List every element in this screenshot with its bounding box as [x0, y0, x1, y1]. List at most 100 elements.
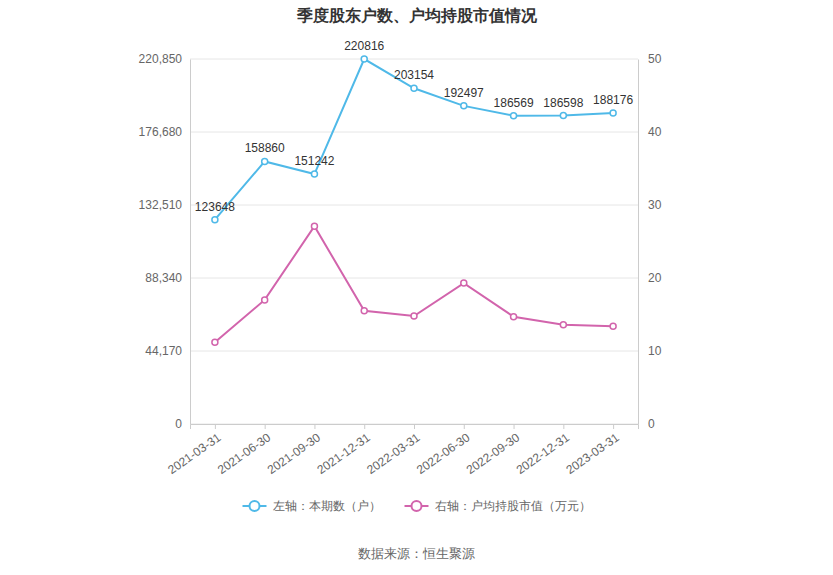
grid-line — [190, 278, 638, 279]
tick-label: 30 — [648, 198, 662, 212]
tick: 88,340 — [145, 271, 190, 285]
tick: 2021-03-31 — [165, 424, 224, 477]
grid — [190, 59, 638, 424]
tick-label: 2021-03-31 — [165, 430, 224, 477]
plot-area — [212, 56, 616, 345]
tick-label: 2022-09-30 — [464, 430, 523, 477]
tick-label: 2022-06-30 — [414, 430, 473, 477]
axis-line — [191, 425, 639, 430]
tick-label: 20 — [648, 271, 662, 285]
point-marker — [461, 280, 467, 286]
tick: 0 — [175, 417, 190, 431]
data-label: 158860 — [245, 141, 285, 155]
data-labels: 123648 158860 151242 220816 203154 192497 1865… — [195, 39, 634, 214]
tick: 40 — [638, 125, 662, 139]
tick-label: 0 — [648, 417, 655, 431]
tick: 10 — [638, 344, 662, 358]
tick: 2021-12-31 — [314, 424, 373, 477]
tick-label: 2022-12-31 — [514, 430, 573, 477]
grid-line — [190, 132, 638, 133]
point-marker — [560, 322, 566, 328]
x-axis: 2021-03-312021-06-302021-09-302021-12-31… — [165, 424, 638, 477]
tick-mark — [613, 424, 614, 429]
tick: 2022-09-30 — [464, 424, 523, 477]
tick: 176,680 — [139, 125, 190, 139]
y-axis: 0 44,170 88,340 132,510 176,680 220,850 — [139, 52, 191, 431]
point-marker — [311, 223, 317, 229]
point-marker — [262, 158, 268, 164]
tick: 50 — [638, 52, 662, 66]
data-label: 151242 — [294, 154, 334, 168]
tick-label: 2021-06-30 — [215, 430, 274, 477]
point-marker — [311, 171, 317, 177]
tick: 220,850 — [139, 52, 190, 66]
series-line — [215, 226, 613, 342]
tick-mark — [563, 424, 564, 429]
point-marker — [511, 113, 517, 119]
y2-axis: 0 10 20 30 40 50 — [638, 52, 662, 431]
tick-label: 88,340 — [145, 271, 182, 285]
tick: 2021-06-30 — [215, 424, 274, 477]
grid-line — [190, 59, 638, 60]
legend-marker — [412, 501, 422, 511]
tick-label: 132,510 — [139, 198, 183, 212]
legend-label: 右轴：户均持股市值（万元） — [435, 499, 591, 513]
point-marker — [610, 323, 616, 329]
tick-mark — [414, 424, 415, 429]
legend-item: 左轴：本期数（户） — [243, 499, 381, 513]
data-label: 220816 — [344, 39, 384, 53]
data-label: 186569 — [494, 96, 534, 110]
data-label: 188176 — [593, 93, 633, 107]
tick-label: 50 — [648, 52, 662, 66]
tick-label: 220,850 — [139, 52, 183, 66]
tick-label: 40 — [648, 125, 662, 139]
point-marker — [411, 313, 417, 319]
tick-label: 0 — [175, 417, 182, 431]
legend-marker — [250, 501, 260, 511]
legend-item: 右轴：户均持股市值（万元） — [405, 499, 591, 513]
source: 数据来源：恒生聚源 — [358, 546, 475, 561]
tick-mark — [514, 424, 515, 429]
point-marker — [262, 297, 268, 303]
data-label: 123648 — [195, 200, 235, 214]
tick: 2023-03-31 — [563, 424, 622, 477]
tick: 2022-06-30 — [414, 424, 473, 477]
tick-label: 2022-03-31 — [364, 430, 423, 477]
tick: 132,510 — [139, 198, 190, 212]
axis-line — [638, 60, 639, 425]
axis-line — [190, 60, 191, 425]
tick: 44,170 — [145, 344, 190, 358]
data-label: 203154 — [394, 68, 434, 82]
tick-mark — [314, 424, 315, 429]
tick-mark — [364, 424, 365, 429]
tick-label: 44,170 — [145, 344, 182, 358]
chart: 季度股东户数、户均持股市值情况 0 44,170 88,340 132,510 176,6… — [0, 0, 833, 575]
tick-label: 176,680 — [139, 125, 183, 139]
point-marker — [361, 308, 367, 314]
point-marker — [511, 314, 517, 320]
data-label: 192497 — [444, 86, 484, 100]
grid-line — [190, 205, 638, 206]
point-marker — [411, 85, 417, 91]
tick: 30 — [638, 198, 662, 212]
tick: 2022-12-31 — [514, 424, 573, 477]
tick: 2022-03-31 — [364, 424, 423, 477]
point-marker — [461, 103, 467, 109]
point-marker — [560, 113, 566, 119]
tick-mark — [265, 424, 266, 429]
tick-label: 2021-09-30 — [265, 430, 324, 477]
point-marker — [610, 110, 616, 116]
grid-line — [190, 351, 638, 352]
tick-label: 10 — [648, 344, 662, 358]
point-marker — [361, 56, 367, 62]
series-line — [215, 59, 613, 220]
title: 季度股东户数、户均持股市值情况 — [296, 6, 538, 24]
tick: 0 — [638, 417, 655, 431]
tick-label: 2021-12-31 — [314, 430, 373, 477]
tick-mark — [464, 424, 465, 429]
tick: 2021-09-30 — [265, 424, 324, 477]
tick-mark — [215, 424, 216, 429]
tick: 20 — [638, 271, 662, 285]
tick-label: 2023-03-31 — [563, 430, 622, 477]
legend-label: 左轴：本期数（户） — [273, 499, 381, 513]
